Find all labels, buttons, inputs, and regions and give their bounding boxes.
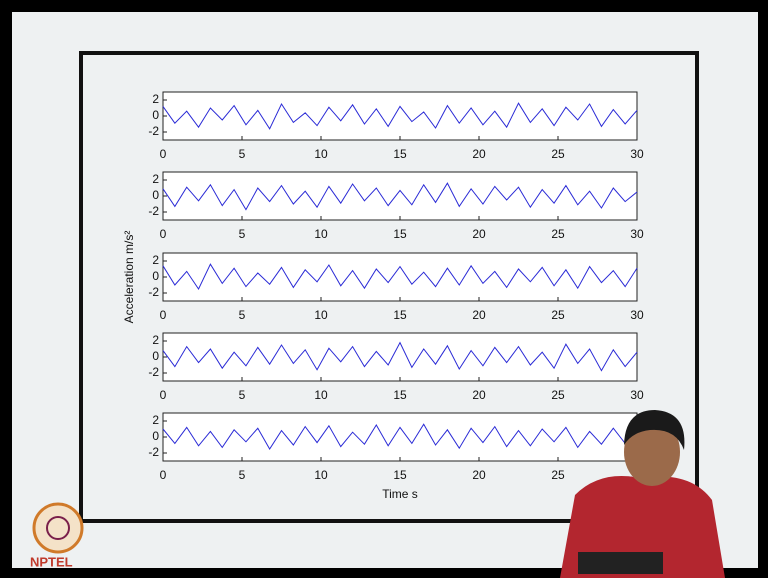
x-tick-label: 15 xyxy=(393,227,407,241)
x-tick-label: 15 xyxy=(393,388,407,402)
x-tick-label: 20 xyxy=(472,308,486,322)
logo-wheel xyxy=(46,516,70,540)
plot-area xyxy=(162,252,638,302)
signal-line xyxy=(162,423,638,450)
y-tick-label: 0 xyxy=(152,188,159,202)
logo-emblem xyxy=(32,502,84,554)
x-tick-label: 10 xyxy=(314,227,328,241)
x-tick-label: 5 xyxy=(239,468,246,482)
signal-line xyxy=(162,182,638,211)
x-tick-label: 10 xyxy=(314,388,328,402)
y-tick-label: 2 xyxy=(152,413,159,427)
x-tick-label: 5 xyxy=(239,227,246,241)
x-tick-label: 5 xyxy=(239,308,246,322)
y-tick-label: 2 xyxy=(152,172,159,186)
x-tick-label: 5 xyxy=(239,147,246,161)
x-tick-label: 10 xyxy=(314,308,328,322)
y-tick-label: 0 xyxy=(152,108,159,122)
x-tick-label: 0 xyxy=(160,147,167,161)
plot-area xyxy=(162,332,638,382)
y-tick-label: 0 xyxy=(152,269,159,283)
x-tick-label: 10 xyxy=(314,468,328,482)
signal-line xyxy=(162,263,638,291)
signal-line xyxy=(162,102,638,130)
y-tick-label: -2 xyxy=(148,124,159,138)
signal-line xyxy=(162,341,638,372)
x-tick-label: 30 xyxy=(630,308,644,322)
x-tick-label: 20 xyxy=(472,468,486,482)
x-axis-label: Time s xyxy=(382,487,418,501)
y-axis-label: Acceleration m/s² xyxy=(122,231,136,324)
y-tick-label: 0 xyxy=(152,349,159,363)
y-tick-label: 2 xyxy=(152,333,159,347)
x-tick-label: 30 xyxy=(630,227,644,241)
x-tick-label: 20 xyxy=(472,147,486,161)
y-tick-label: -2 xyxy=(148,445,159,459)
presenter-hair xyxy=(624,410,685,450)
x-tick-label: 10 xyxy=(314,147,328,161)
x-tick-label: 15 xyxy=(393,468,407,482)
y-tick-label: -2 xyxy=(148,365,159,379)
x-tick-label: 25 xyxy=(551,227,565,241)
x-tick-label: 20 xyxy=(472,388,486,402)
logo-text: NPTEL xyxy=(30,554,73,569)
x-tick-label: 25 xyxy=(551,468,565,482)
y-tick-label: 2 xyxy=(152,92,159,106)
x-tick-label: 0 xyxy=(160,468,167,482)
x-tick-label: 0 xyxy=(160,308,167,322)
x-tick-label: 15 xyxy=(393,147,407,161)
laptop xyxy=(578,552,663,574)
x-tick-label: 15 xyxy=(393,308,407,322)
x-tick-label: 30 xyxy=(630,388,644,402)
x-tick-label: 25 xyxy=(551,308,565,322)
x-tick-label: 0 xyxy=(160,388,167,402)
x-tick-label: 5 xyxy=(239,388,246,402)
x-tick-label: 30 xyxy=(630,147,644,161)
y-tick-label: -2 xyxy=(148,285,159,299)
x-tick-label: 20 xyxy=(472,227,486,241)
x-tick-label: 25 xyxy=(551,388,565,402)
y-tick-label: 0 xyxy=(152,429,159,443)
x-tick-label: 25 xyxy=(551,147,565,161)
presenter-face xyxy=(624,418,680,486)
x-tick-label: 0 xyxy=(160,227,167,241)
y-tick-label: 2 xyxy=(152,253,159,267)
slide-frame xyxy=(79,51,699,523)
y-tick-label: -2 xyxy=(148,204,159,218)
